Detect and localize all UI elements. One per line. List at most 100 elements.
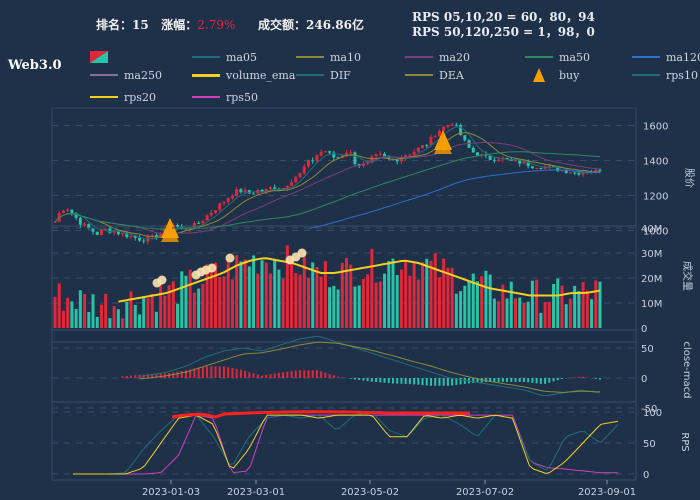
legend-label: ma05 xyxy=(226,50,257,64)
volume-bar xyxy=(598,281,602,328)
volume-bar xyxy=(383,273,387,328)
rps20-line xyxy=(73,414,619,475)
volume-bar xyxy=(91,294,95,328)
legend-swatch xyxy=(192,56,220,58)
candle-body xyxy=(446,125,450,127)
macd-bar xyxy=(227,367,230,378)
candle-body xyxy=(530,166,534,169)
candle-body xyxy=(78,217,82,225)
macd-bar xyxy=(341,377,344,378)
macd-tick-label: 50 xyxy=(641,344,654,355)
legend-label: DIF xyxy=(330,68,351,82)
macd-bar xyxy=(353,378,356,380)
volume-bar xyxy=(475,281,479,328)
legend-swatch xyxy=(632,56,660,58)
macd-bar xyxy=(273,373,276,378)
candle-body xyxy=(416,147,420,152)
candle-body xyxy=(399,157,403,162)
candle-body xyxy=(260,189,264,193)
legend-swatch xyxy=(405,74,433,76)
candle-body xyxy=(378,153,382,155)
volume-tick-label: 10M xyxy=(641,299,662,310)
macd-bar xyxy=(210,366,213,378)
volume-bar xyxy=(108,318,112,328)
volume-bar xyxy=(104,294,108,328)
macd-bar xyxy=(531,378,534,383)
macd-bar xyxy=(218,366,221,378)
candle-body xyxy=(361,163,365,166)
legend-ma120: ma120 xyxy=(632,50,700,64)
volume-signal-dot xyxy=(225,253,235,263)
legend-label: rps50 xyxy=(226,90,258,104)
macd-bar xyxy=(438,378,441,386)
volume-bar xyxy=(497,301,501,328)
volume-signal-dot xyxy=(297,248,307,258)
volume-bar xyxy=(539,312,543,328)
macd-bar xyxy=(493,378,496,382)
volume-bar xyxy=(235,255,239,328)
buy-marker xyxy=(434,136,452,154)
macd-bar xyxy=(552,378,555,382)
macd-bar xyxy=(125,375,128,378)
candle-body xyxy=(176,225,180,227)
volume-bar xyxy=(421,262,425,328)
ma5-line xyxy=(54,126,601,240)
legend-dea: DEA xyxy=(405,68,464,82)
volume-bar xyxy=(492,298,496,328)
volume-bar xyxy=(247,266,251,328)
candle-body xyxy=(99,229,103,235)
turnover-label: 成交额： xyxy=(258,18,307,32)
macd-bar xyxy=(518,378,521,382)
macd-bar xyxy=(252,373,255,378)
macd-bar xyxy=(446,378,449,386)
change-value: 2.79% xyxy=(197,18,236,32)
macd-bar xyxy=(408,378,411,385)
macd-bar xyxy=(510,378,513,382)
candle-body xyxy=(488,155,492,160)
candle-body xyxy=(222,201,226,204)
macd-bar xyxy=(235,368,238,378)
macd-bar xyxy=(425,378,428,386)
ma10-line xyxy=(54,132,600,238)
volume-bar xyxy=(302,251,306,328)
candle-body xyxy=(526,161,530,167)
macd-bar xyxy=(256,374,259,378)
volume-bar xyxy=(505,298,509,328)
volume-bar xyxy=(416,279,420,328)
volume-bar xyxy=(577,290,581,328)
legend-ma20: ma20 xyxy=(405,50,470,64)
macd-bar xyxy=(544,378,547,384)
volume-bar xyxy=(518,297,522,328)
volume-bar xyxy=(252,255,256,328)
macd-bar xyxy=(413,378,416,385)
macd-bar xyxy=(442,378,445,386)
volume-bar xyxy=(412,262,416,328)
change-label: 涨幅： xyxy=(161,18,198,32)
volume-bar xyxy=(214,262,218,328)
candle-body xyxy=(475,152,479,156)
macd-bar xyxy=(324,372,327,378)
volume-bar xyxy=(585,290,589,328)
volume-bar xyxy=(146,298,150,328)
volume-bar xyxy=(332,285,336,328)
volume-bar xyxy=(429,260,433,328)
volume-bar xyxy=(66,297,70,328)
candle-body xyxy=(332,152,336,158)
volume-bar xyxy=(57,283,61,328)
volume-bar xyxy=(159,284,163,328)
candle-body xyxy=(74,213,78,218)
macd-bar xyxy=(599,378,601,380)
legend-candle xyxy=(90,50,108,64)
legend-label: ma20 xyxy=(439,50,470,64)
macd-bar xyxy=(501,378,504,382)
volume-bar xyxy=(142,297,146,328)
candle-body xyxy=(268,187,272,189)
rps-tick-label: 50 xyxy=(643,439,656,450)
legend-rps10: rps10 xyxy=(632,68,698,82)
candle-body xyxy=(471,147,475,153)
volume-bar xyxy=(399,269,403,328)
volume-bar xyxy=(573,285,577,328)
macd-bar xyxy=(231,368,234,378)
volume-bar xyxy=(526,301,530,328)
candle-body xyxy=(328,151,332,153)
